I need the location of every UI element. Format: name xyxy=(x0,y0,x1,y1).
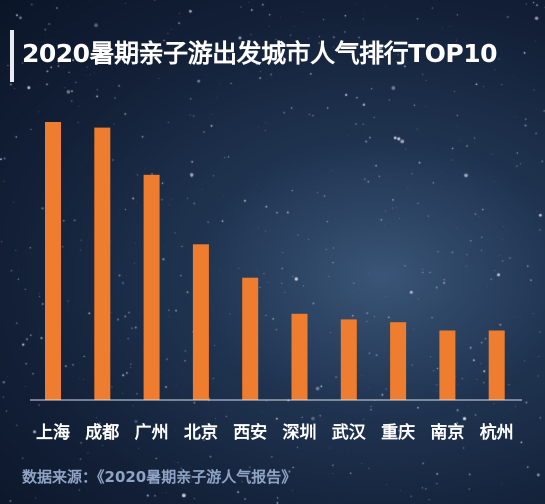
bar-2 xyxy=(143,174,160,400)
category-label-2: 广州 xyxy=(135,422,169,443)
category-label-5: 深圳 xyxy=(283,422,317,443)
category-label-8: 南京 xyxy=(430,422,464,443)
bar-0 xyxy=(45,122,61,400)
category-label-6: 武汉 xyxy=(332,422,367,443)
category-label-0: 上海 xyxy=(36,422,70,443)
bar-3 xyxy=(192,244,209,400)
bar-9 xyxy=(488,330,505,400)
bar-7 xyxy=(390,322,407,400)
category-label-4: 西安 xyxy=(233,422,267,443)
title-accent-bar xyxy=(10,30,14,82)
category-label-7: 重庆 xyxy=(381,422,415,443)
bar-5 xyxy=(291,313,308,400)
category-label-3: 北京 xyxy=(184,422,218,443)
category-label-9: 杭州 xyxy=(480,422,514,443)
bar-4 xyxy=(242,277,259,400)
bar-6 xyxy=(340,319,357,400)
chart-title: 2020暑期亲子游出发城市人气排行TOP10 xyxy=(22,39,498,68)
data-source-note: 数据来源：《2020暑期亲子游人气报告》 xyxy=(22,468,297,486)
bar-1 xyxy=(94,127,111,400)
bar-8 xyxy=(439,330,456,400)
category-label-1: 成都 xyxy=(85,422,119,443)
